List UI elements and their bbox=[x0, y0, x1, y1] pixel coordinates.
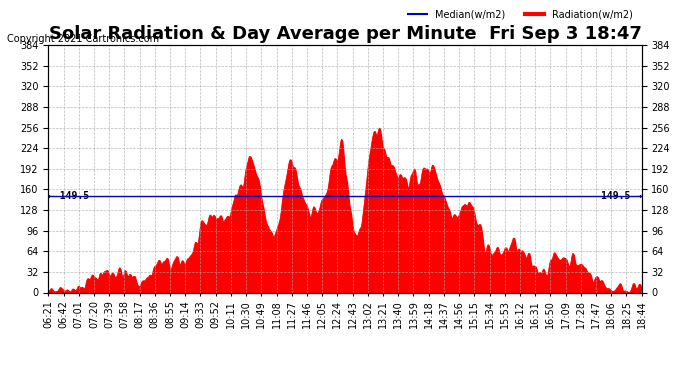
Title: Solar Radiation & Day Average per Minute  Fri Sep 3 18:47: Solar Radiation & Day Average per Minute… bbox=[48, 26, 642, 44]
Text: Copyright 2021 Cartronics.com: Copyright 2021 Cartronics.com bbox=[7, 34, 159, 44]
Legend: Median(w/m2), Radiation(w/m2): Median(w/m2), Radiation(w/m2) bbox=[404, 5, 637, 23]
Text: 149.5 →: 149.5 → bbox=[600, 191, 642, 201]
Text: ← 149.5: ← 149.5 bbox=[48, 191, 90, 201]
